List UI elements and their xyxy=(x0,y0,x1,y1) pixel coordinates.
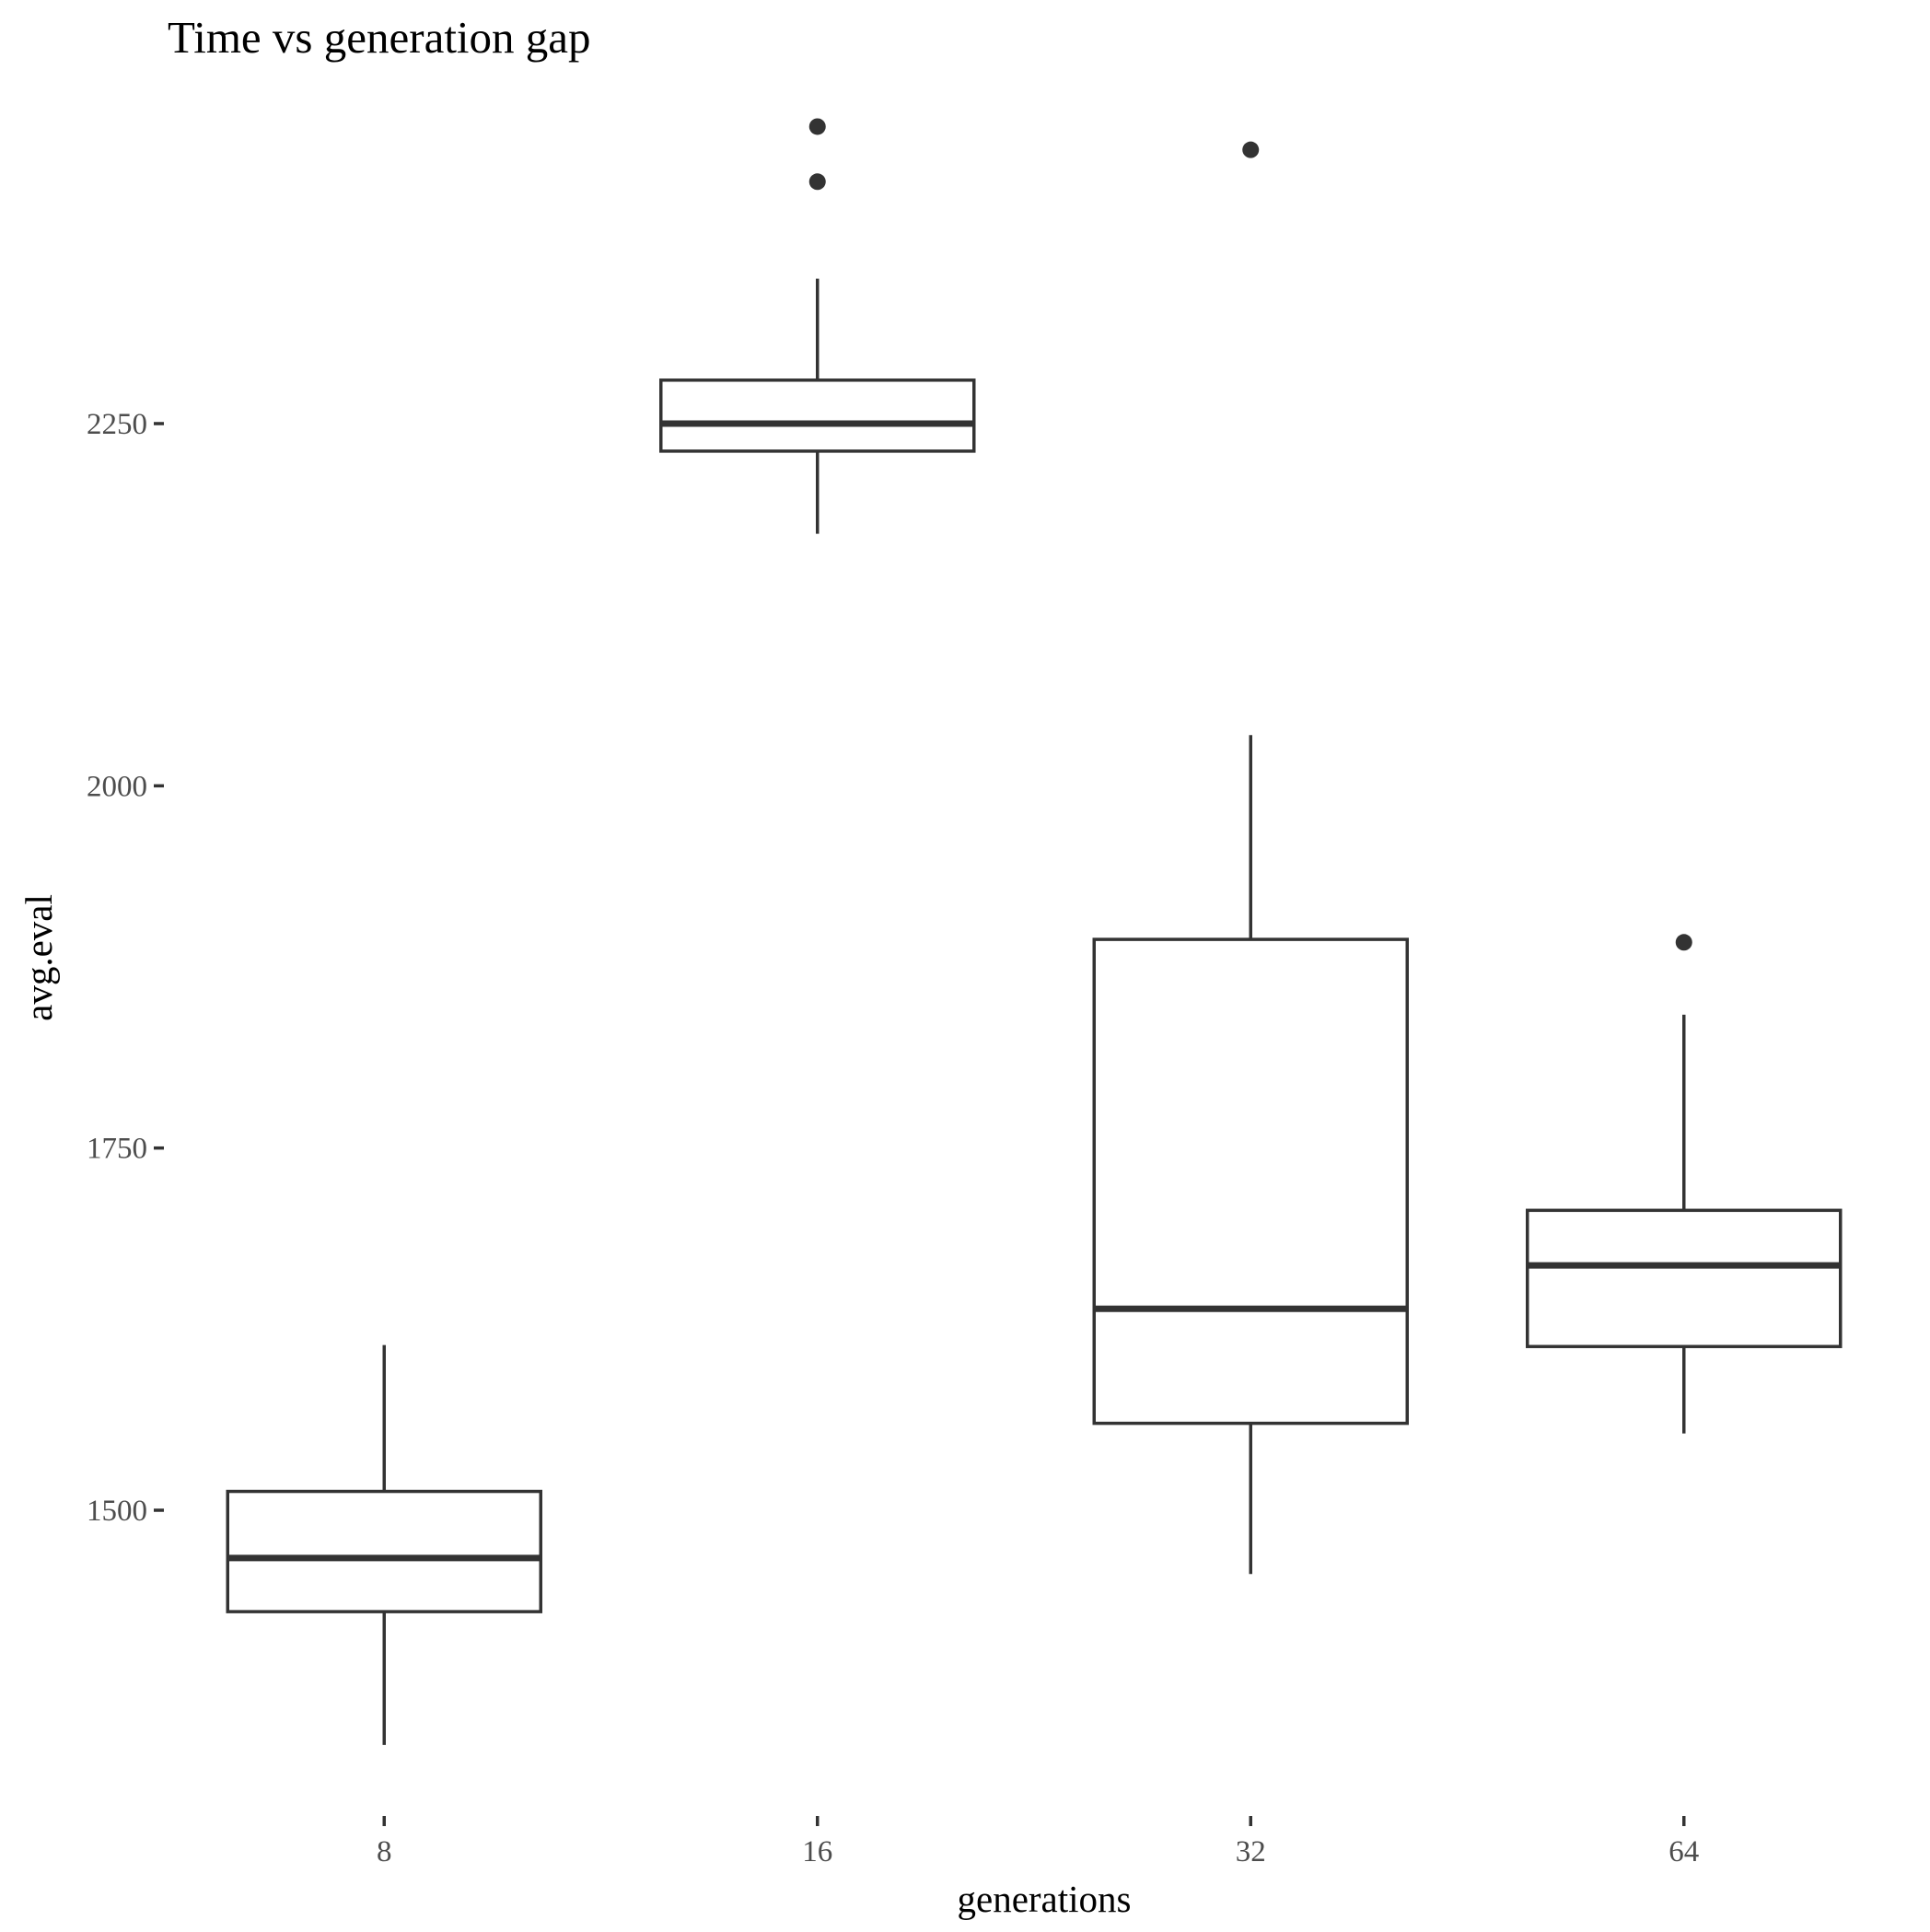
y-tick-label: 2250 xyxy=(87,408,147,441)
y-axis-title: avg.eval xyxy=(17,894,60,1021)
boxplot-64 xyxy=(1526,934,1843,1434)
x-tick-label: 8 xyxy=(377,1835,392,1868)
boxes-layer xyxy=(226,118,1843,1745)
box-iqr xyxy=(1092,937,1409,1426)
x-tick-label: 16 xyxy=(802,1835,832,1868)
outlier-point xyxy=(1675,934,1692,951)
box-iqr xyxy=(1526,1208,1843,1348)
chart-title: Time vs generation gap xyxy=(168,12,591,63)
x-axis-title: generations xyxy=(958,1878,1132,1920)
boxplot-8 xyxy=(226,1344,542,1745)
x-tick-label: 64 xyxy=(1668,1835,1699,1868)
box-iqr xyxy=(659,378,976,453)
outlier-point xyxy=(808,118,826,135)
x-axis: 8 16 32 64 xyxy=(377,1816,1699,1868)
y-tick-label: 2000 xyxy=(87,770,147,803)
boxplot-16 xyxy=(659,118,976,534)
outlier-point xyxy=(1242,141,1260,158)
box-iqr xyxy=(226,1489,542,1613)
outlier-point xyxy=(808,173,826,191)
y-axis: 1500 1750 2000 2250 xyxy=(87,408,164,1528)
y-tick-label: 1500 xyxy=(87,1495,147,1528)
x-tick-label: 32 xyxy=(1236,1835,1266,1868)
y-tick-label: 1750 xyxy=(87,1133,147,1166)
boxplot-32 xyxy=(1092,141,1409,1575)
